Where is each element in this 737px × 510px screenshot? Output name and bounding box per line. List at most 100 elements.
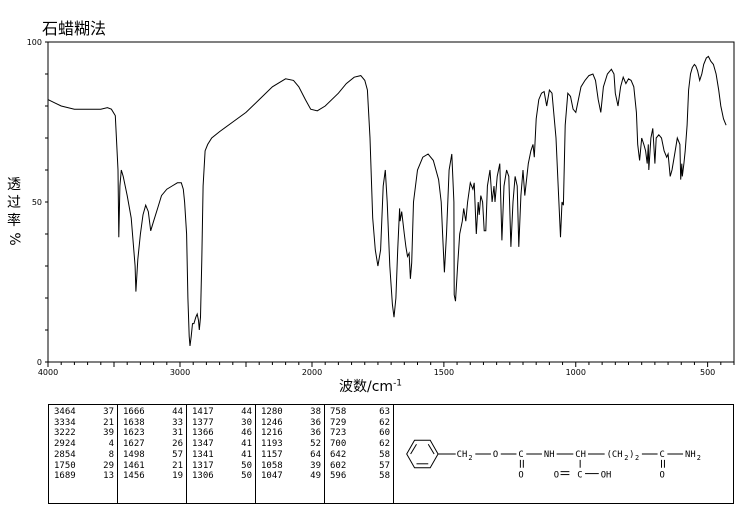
peak-row: 1689 13 xyxy=(54,471,114,482)
x-axis-label-exponent: -1 xyxy=(393,378,403,389)
peak-wavenumber: 1627 xyxy=(123,439,145,450)
peak-transmittance: 44 xyxy=(172,407,183,417)
peak-wavenumber: 1377 xyxy=(192,417,214,428)
peak-transmittance: 33 xyxy=(172,417,183,428)
struct-chain-close: ) xyxy=(629,450,634,460)
structure-diagram: CH 2 O C O NH CH O C OH (CH 2 ) 2 C O NH… xyxy=(394,404,734,504)
struct-nh2-sub: 2 xyxy=(697,454,701,462)
x-axis-label-text: 波数/cm xyxy=(339,379,394,395)
peak-wavenumber: 1638 xyxy=(123,417,145,428)
y-axis-label-char: % xyxy=(6,232,22,246)
y-tick-label: 50 xyxy=(32,198,42,207)
peak-transmittance: 38 xyxy=(310,407,321,417)
peak-row: 1280 38 xyxy=(261,407,321,418)
peak-transmittance: 39 xyxy=(103,428,114,439)
spectrum-line xyxy=(47,55,727,347)
peak-row: 1666 44 xyxy=(123,407,183,418)
peak-wavenumber: 1306 xyxy=(192,471,214,482)
struct-chain-n: 2 xyxy=(635,454,639,462)
peak-wavenumber: 2854 xyxy=(54,449,76,460)
peak-transmittance: 49 xyxy=(310,471,321,482)
peak-row: 602 57 xyxy=(330,461,390,472)
peak-transmittance: 63 xyxy=(379,407,390,417)
peak-transmittance: 58 xyxy=(379,471,390,482)
peak-row: 1498 57 xyxy=(123,450,183,461)
peak-wavenumber: 1366 xyxy=(192,428,214,439)
struct-oh: OH xyxy=(601,471,612,481)
peak-transmittance: 41 xyxy=(241,449,252,460)
peak-row: 1317 50 xyxy=(192,461,252,472)
peak-wavenumber: 723 xyxy=(330,428,347,439)
peak-wavenumber: 642 xyxy=(330,449,347,460)
peak-wavenumber: 1750 xyxy=(54,460,76,471)
peak-row: 1366 46 xyxy=(192,428,252,439)
peak-wavenumber: 1689 xyxy=(54,471,76,482)
peak-row: 3334 21 xyxy=(54,418,114,429)
peak-wavenumber: 758 xyxy=(330,407,347,417)
peak-row: 1306 50 xyxy=(192,471,252,482)
peak-transmittance: 60 xyxy=(379,428,390,439)
peak-row: 596 58 xyxy=(330,471,390,482)
peak-transmittance: 21 xyxy=(103,417,114,428)
peak-transmittance: 44 xyxy=(241,407,252,417)
struct-ch: CH xyxy=(575,450,586,460)
peak-wavenumber: 700 xyxy=(330,439,347,450)
benzene-ring-icon xyxy=(406,439,439,469)
peak-row: 1377 30 xyxy=(192,418,252,429)
peak-row: 1157 64 xyxy=(261,450,321,461)
x-tick-label: 1500 xyxy=(434,368,454,377)
peak-wavenumber: 1193 xyxy=(261,439,283,450)
peak-wavenumber: 2924 xyxy=(54,439,76,450)
peak-wavenumber: 3222 xyxy=(54,428,76,439)
peak-wavenumber: 1246 xyxy=(261,417,283,428)
x-tick-label: 3000 xyxy=(170,368,190,377)
page-title: 石蜡糊法 xyxy=(42,19,107,38)
peak-transmittance: 8 xyxy=(108,449,114,460)
peak-transmittance: 41 xyxy=(241,439,252,450)
peak-wavenumber: 1417 xyxy=(192,407,214,417)
peak-transmittance: 29 xyxy=(103,460,114,471)
peak-transmittance: 19 xyxy=(172,471,183,482)
x-tick-label: 4000 xyxy=(38,368,58,377)
peak-row: 1193 52 xyxy=(261,439,321,450)
peak-wavenumber: 1498 xyxy=(123,449,145,460)
peak-row: 642 58 xyxy=(330,450,390,461)
peak-row: 700 62 xyxy=(330,439,390,450)
x-axis-label: 波数/cm-1 xyxy=(339,376,402,396)
peak-wavenumber: 1157 xyxy=(261,449,283,460)
peak-transmittance: 62 xyxy=(379,417,390,428)
x-tick-label: 500 xyxy=(700,368,715,377)
peak-row: 729 62 xyxy=(330,418,390,429)
peak-row: 723 60 xyxy=(330,428,390,439)
peak-transmittance: 13 xyxy=(103,471,114,482)
peak-row: 1341 41 xyxy=(192,450,252,461)
peak-transmittance: 26 xyxy=(172,439,183,450)
struct-ch2-sub: 2 xyxy=(468,454,472,462)
peak-wavenumber: 1280 xyxy=(261,407,283,417)
peak-row: 1417 44 xyxy=(192,407,252,418)
peak-transmittance: 64 xyxy=(310,449,321,460)
struct-nh2: NH xyxy=(685,450,696,460)
peak-row: 2854 8 xyxy=(54,450,114,461)
peak-transmittance: 46 xyxy=(241,428,252,439)
struct-ch2: CH xyxy=(457,450,468,460)
y-axis-label-char: 过 xyxy=(7,195,21,211)
peak-transmittance: 39 xyxy=(310,460,321,471)
peak-column: 1666 44 1638 33 1623 31 1627 26 1498 57 1461 21 1456… xyxy=(118,405,187,503)
peak-transmittance: 4 xyxy=(108,439,114,450)
peak-transmittance: 50 xyxy=(241,460,252,471)
peak-wavenumber: 1623 xyxy=(123,428,145,439)
struct-chain: (CH xyxy=(607,450,623,460)
peak-wavenumber: 1341 xyxy=(192,449,214,460)
peak-row: 1750 29 xyxy=(54,461,114,472)
peak-wavenumber: 1347 xyxy=(192,439,214,450)
peak-transmittance: 30 xyxy=(241,417,252,428)
peak-row: 1623 31 xyxy=(123,428,183,439)
plot-frame xyxy=(47,41,735,363)
peak-row: 1461 21 xyxy=(123,461,183,472)
struct-c-acid: C xyxy=(577,471,582,481)
peak-wavenumber: 1058 xyxy=(261,460,283,471)
peak-row: 1347 41 xyxy=(192,439,252,450)
